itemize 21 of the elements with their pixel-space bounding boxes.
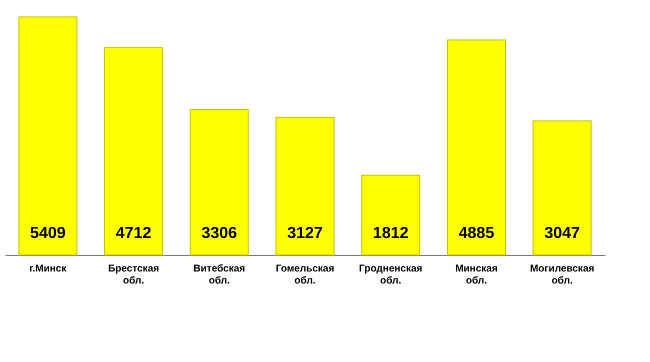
data-label: 1812 bbox=[372, 225, 409, 242]
x-tick-label: Гомельская обл. bbox=[276, 264, 334, 286]
data-label: 5409 bbox=[30, 225, 66, 242]
bar bbox=[276, 116, 334, 256]
data-label: 4885 bbox=[458, 225, 494, 242]
bar bbox=[18, 16, 78, 256]
x-tick-label: Минская обл. bbox=[455, 264, 498, 286]
bar bbox=[361, 174, 420, 256]
bar bbox=[190, 108, 249, 256]
bar bbox=[104, 47, 164, 256]
data-label: 3306 bbox=[201, 225, 238, 242]
x-tick-label: Брестская обл. bbox=[108, 264, 160, 286]
data-label: 4712 bbox=[116, 225, 152, 242]
data-label: 3047 bbox=[544, 225, 580, 242]
data-label: 3127 bbox=[287, 225, 323, 242]
x-tick-label: Витебская обл. bbox=[193, 264, 246, 286]
x-tick-label: Могилевская обл. bbox=[530, 264, 594, 286]
x-tick-label: Гродненская обл. bbox=[359, 264, 423, 286]
x-tick-label: г.Минск bbox=[29, 264, 68, 274]
bar bbox=[532, 120, 592, 256]
bar bbox=[446, 39, 506, 256]
